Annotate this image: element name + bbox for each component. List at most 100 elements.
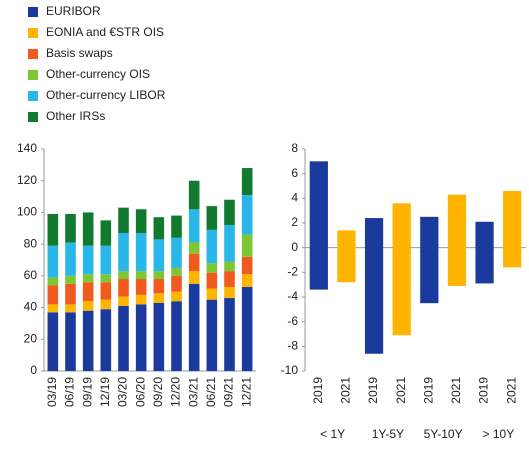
bar-segment: [188, 242, 200, 254]
bar-segment: [153, 302, 165, 371]
x-tick-label: 09/20: [151, 377, 165, 407]
legend-label: Other-currency LIBOR: [46, 88, 166, 102]
bar-segment: [100, 245, 112, 275]
legend-label: EURIBOR: [46, 4, 101, 18]
bar-segment: [100, 274, 112, 283]
y-tick-label: 0: [30, 363, 37, 377]
x-tick-label: 06/21: [204, 377, 218, 407]
y-tick-label: 0: [291, 240, 298, 254]
bar-segment: [65, 312, 76, 371]
bar-segment: [65, 275, 76, 284]
bar-segment: [171, 275, 182, 292]
bar-segment: [65, 304, 76, 313]
bar-segment: [118, 233, 129, 272]
bar-segment: [135, 279, 147, 295]
bar-segment: [135, 304, 147, 371]
legend-label: Other IRSs: [46, 109, 105, 123]
x-tick-label: 2021: [504, 377, 518, 404]
bar-segment: [224, 271, 235, 287]
group-label: > 10Y: [483, 427, 515, 441]
bar-segment: [188, 253, 200, 272]
y-tick-label: 100: [17, 205, 37, 219]
bar-segment: [118, 271, 129, 280]
bar-segment: [206, 206, 218, 230]
bar-segment: [171, 291, 182, 302]
bar-segment: [135, 294, 147, 305]
bar-segment: [206, 263, 218, 273]
y-tick-label: -10: [281, 363, 299, 377]
x-tick-label: 12/19: [98, 377, 112, 407]
bar-segment: [135, 233, 147, 272]
x-tick-label: 2019: [366, 377, 380, 404]
legend-swatch: [28, 70, 38, 80]
y-tick-label: 2: [291, 215, 298, 229]
bar-segment: [206, 299, 218, 371]
x-tick-label: 2021: [449, 377, 463, 404]
legend-swatch: [28, 49, 38, 59]
bar: [309, 161, 328, 290]
bar-segment: [171, 215, 182, 238]
y-tick-label: 8: [291, 141, 298, 155]
bar-segment: [47, 214, 59, 246]
x-tick-label: 2019: [477, 377, 491, 404]
x-tick-label: 2021: [394, 377, 408, 404]
bar: [475, 221, 494, 284]
x-tick-label: 2019: [311, 377, 325, 404]
bar-segment: [47, 312, 59, 371]
bar-segment: [224, 261, 235, 272]
legend-label: Basis swaps: [46, 46, 113, 60]
bar-segment: [224, 199, 235, 226]
x-tick-label: 03/20: [116, 377, 130, 407]
bar: [392, 203, 411, 336]
bar-segment: [100, 220, 112, 246]
bar: [364, 218, 384, 354]
bar-segment: [241, 234, 253, 257]
legend-swatch: [28, 112, 38, 122]
x-tick-label: 12/21: [239, 377, 253, 407]
bar-segment: [206, 288, 218, 300]
bar-segment: [188, 283, 200, 371]
bar-segment: [82, 301, 94, 311]
x-tick-label: 2021: [339, 377, 353, 404]
y-tick-label: 6: [291, 166, 298, 180]
x-tick-label: 2019: [421, 377, 435, 404]
bar-segment: [82, 245, 94, 275]
legend-swatch: [28, 28, 38, 38]
bar-segment: [171, 237, 182, 268]
bar: [503, 190, 522, 268]
bar-segment: [82, 212, 94, 246]
bar-segment: [118, 207, 129, 234]
bar-segment: [118, 296, 129, 306]
bar-segment: [206, 229, 218, 264]
x-tick-label: 09/21: [222, 377, 236, 407]
legend-label: EONIA and €STR OIS: [46, 25, 164, 39]
bar-segment: [153, 293, 165, 303]
bar-segment: [224, 298, 235, 371]
bar-segment: [82, 310, 94, 371]
bar-segment: [65, 283, 76, 305]
bar-segment: [47, 245, 59, 278]
bar: [420, 216, 439, 304]
bar-segment: [135, 209, 147, 234]
bar-segment: [224, 225, 235, 262]
bar-segment: [171, 267, 182, 276]
x-tick-label: 06/19: [63, 377, 77, 407]
x-tick-label: 06/20: [133, 377, 147, 407]
group-label: 1Y-5Y: [372, 427, 404, 441]
bar-segment: [188, 209, 200, 243]
bar-segment: [241, 286, 253, 371]
y-tick-label: 140: [17, 141, 37, 155]
legend-swatch: [28, 91, 38, 101]
x-tick-label: 03/19: [45, 377, 59, 407]
bar-segment: [118, 305, 129, 371]
y-tick-label: 20: [24, 331, 38, 345]
x-tick-label: 12/20: [169, 377, 183, 407]
bar-segment: [135, 271, 147, 280]
bar: [337, 230, 356, 283]
y-tick-label: -4: [287, 289, 298, 303]
bar-segment: [47, 285, 59, 305]
bar-segment: [47, 277, 59, 286]
y-tick-label: -6: [287, 314, 298, 328]
group-label: < 1Y: [320, 427, 345, 441]
